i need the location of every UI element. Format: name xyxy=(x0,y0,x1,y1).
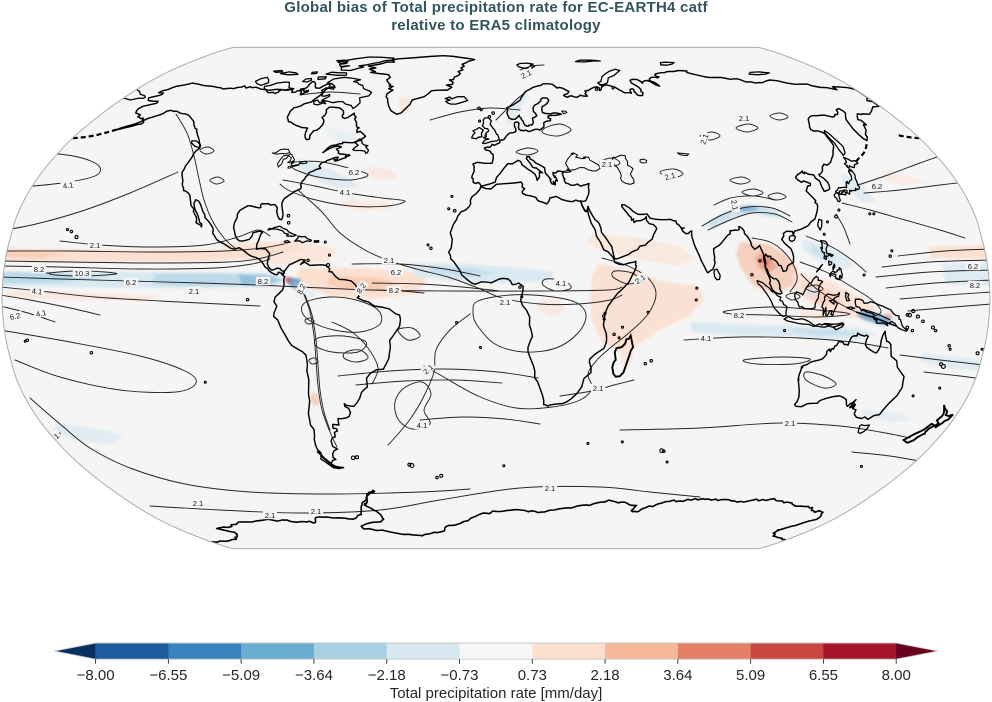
svg-text:8.2: 8.2 xyxy=(34,265,45,274)
svg-text:6.2: 6.2 xyxy=(872,182,883,191)
svg-text:4.1: 4.1 xyxy=(340,188,351,197)
svg-text:6.2: 6.2 xyxy=(349,168,360,177)
svg-text:8.2: 8.2 xyxy=(295,283,308,296)
svg-text:−6.55: −6.55 xyxy=(149,667,187,684)
svg-text:3.64: 3.64 xyxy=(663,667,692,684)
svg-text:2.1: 2.1 xyxy=(664,171,677,182)
svg-text:2.1: 2.1 xyxy=(500,298,511,307)
svg-text:6.2: 6.2 xyxy=(126,278,137,287)
svg-text:2.1: 2.1 xyxy=(90,241,101,250)
svg-text:2.1: 2.1 xyxy=(189,287,200,296)
svg-text:2.1: 2.1 xyxy=(593,384,604,393)
svg-text:4.1: 4.1 xyxy=(31,287,42,297)
svg-text:2.1: 2.1 xyxy=(739,114,750,123)
svg-text:8.2: 8.2 xyxy=(970,281,981,290)
svg-text:10.3: 10.3 xyxy=(75,269,90,278)
svg-text:−3.64: −3.64 xyxy=(295,667,333,684)
svg-text:4.1: 4.1 xyxy=(701,334,712,343)
svg-text:6.2: 6.2 xyxy=(391,268,402,277)
svg-text:2.1: 2.1 xyxy=(193,499,204,508)
svg-text:2.1: 2.1 xyxy=(785,419,796,428)
svg-text:8.2: 8.2 xyxy=(734,311,745,320)
svg-text:6.2: 6.2 xyxy=(968,262,979,271)
svg-text:5.09: 5.09 xyxy=(736,667,765,684)
svg-text:−2.18: −2.18 xyxy=(368,667,406,684)
svg-text:2.1: 2.1 xyxy=(698,133,710,146)
svg-text:2.1: 2.1 xyxy=(265,511,276,520)
svg-text:2.1: 2.1 xyxy=(602,160,613,169)
svg-text:2.1: 2.1 xyxy=(545,484,556,493)
svg-text:2.18: 2.18 xyxy=(590,667,619,684)
svg-text:−8.00: −8.00 xyxy=(77,667,115,684)
svg-text:8.2: 8.2 xyxy=(389,286,400,295)
svg-text:8.2: 8.2 xyxy=(258,277,269,286)
svg-text:Total precipitation rate [mm/d: Total precipitation rate [mm/day] xyxy=(390,685,603,702)
svg-text:4.1: 4.1 xyxy=(62,180,74,190)
svg-text:6.55: 6.55 xyxy=(809,667,838,684)
svg-text:4.1: 4.1 xyxy=(35,308,47,319)
svg-text:2.1: 2.1 xyxy=(311,507,322,516)
svg-text:2.1: 2.1 xyxy=(384,256,395,265)
svg-text:−0.73: −0.73 xyxy=(441,667,479,684)
svg-text:4.1: 4.1 xyxy=(556,279,567,288)
svg-text:8.00: 8.00 xyxy=(882,667,911,684)
svg-text:2.1: 2.1 xyxy=(520,68,533,81)
svg-text:4.1: 4.1 xyxy=(417,421,428,430)
svg-text:0.73: 0.73 xyxy=(518,667,547,684)
svg-text:2.1: 2.1 xyxy=(729,199,740,211)
svg-text:6.2: 6.2 xyxy=(9,311,21,322)
svg-text:−5.09: −5.09 xyxy=(222,667,260,684)
